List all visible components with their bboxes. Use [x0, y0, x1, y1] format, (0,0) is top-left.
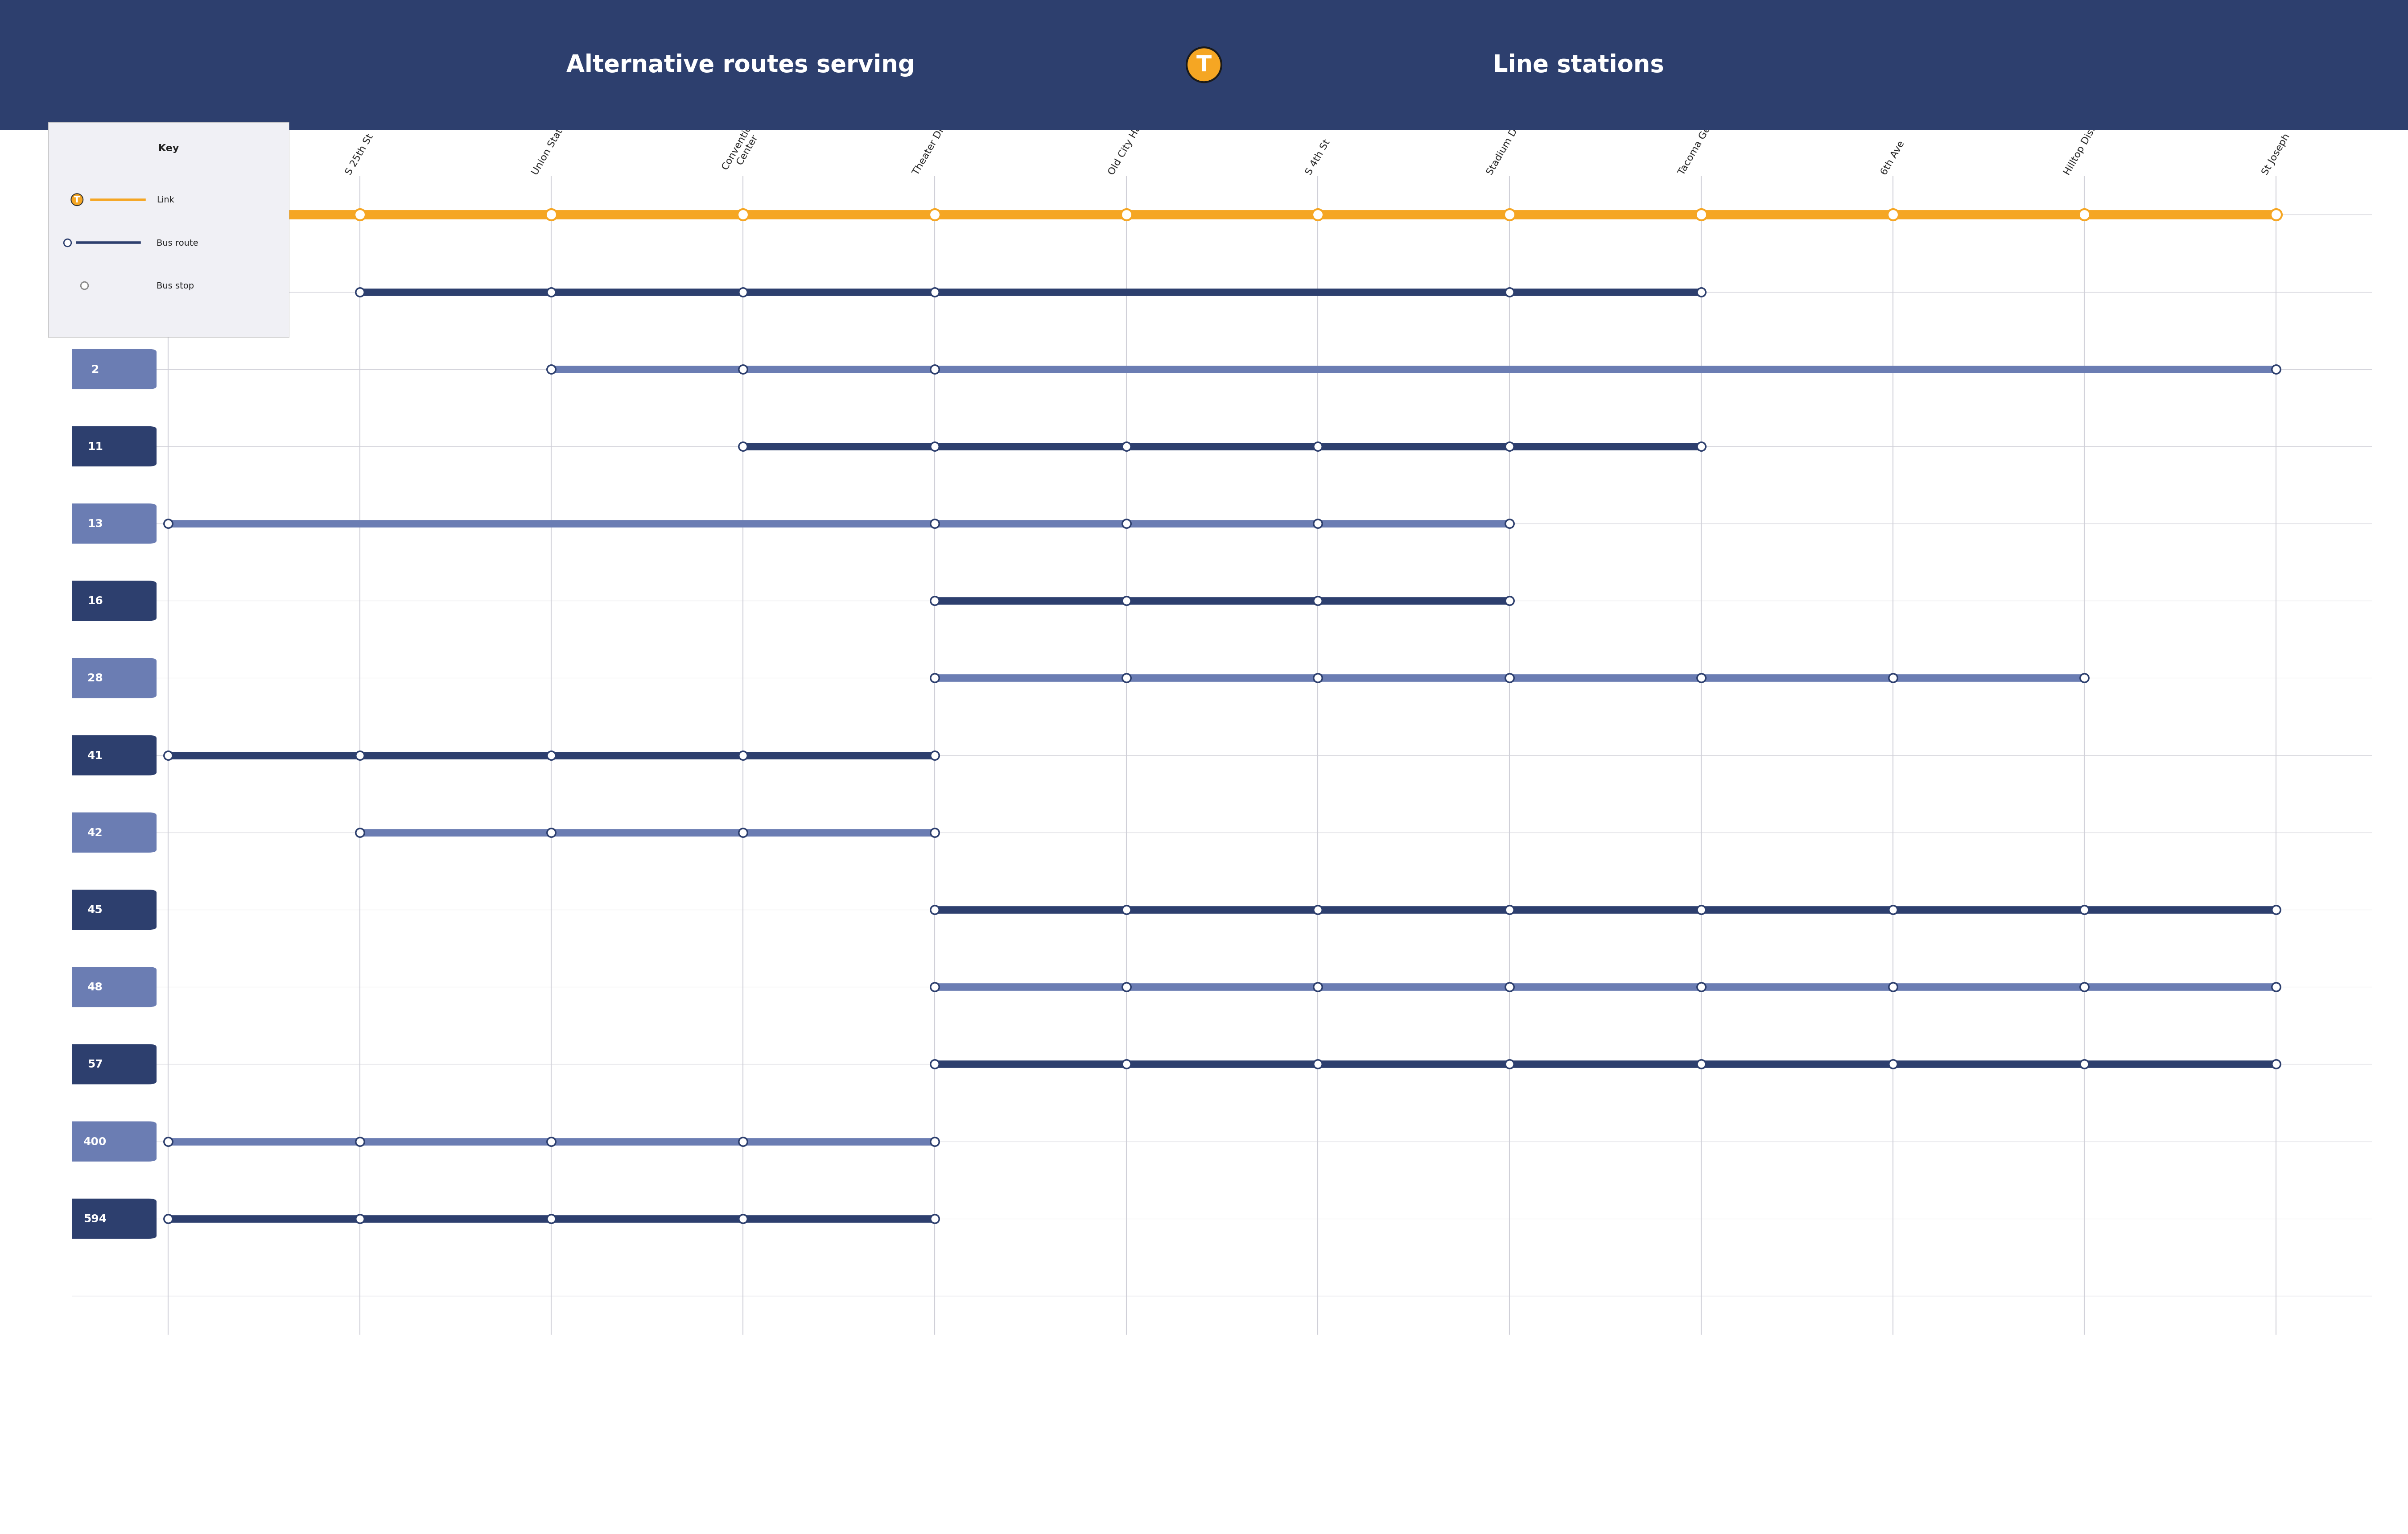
Text: 41: 41: [87, 750, 104, 761]
Bar: [77, 207, 116, 222]
Text: Bus stop: Bus stop: [157, 282, 195, 290]
Text: 594: 594: [84, 1213, 106, 1224]
Text: Tacoma Dome: Tacoma Dome: [147, 110, 190, 176]
Text: Union Station: Union Station: [530, 114, 573, 176]
Text: S 25th St: S 25th St: [344, 132, 376, 176]
Text: Alternative routes serving: Alternative routes serving: [566, 54, 915, 77]
FancyBboxPatch shape: [34, 658, 157, 698]
FancyBboxPatch shape: [34, 1198, 157, 1239]
Text: 16: 16: [87, 595, 104, 606]
Text: Hilltop District: Hilltop District: [2064, 110, 2107, 176]
Text: Link: Link: [157, 196, 173, 204]
Text: Tacoma General: Tacoma General: [1678, 103, 1724, 176]
Text: 28: 28: [87, 673, 104, 684]
Text: 42: 42: [87, 827, 104, 838]
Text: 11: 11: [87, 442, 104, 453]
FancyBboxPatch shape: [34, 272, 157, 313]
Text: 45: 45: [87, 905, 104, 916]
Text: Bus route: Bus route: [157, 239, 197, 247]
Circle shape: [41, 193, 149, 236]
FancyBboxPatch shape: [34, 890, 157, 930]
FancyBboxPatch shape: [34, 1121, 157, 1161]
Text: T: T: [1197, 55, 1211, 75]
Text: Stadium District: Stadium District: [1486, 103, 1534, 176]
Text: Key: Key: [159, 144, 178, 153]
Text: Theater District: Theater District: [910, 104, 958, 176]
Text: 6th Ave: 6th Ave: [1881, 140, 1907, 176]
FancyBboxPatch shape: [34, 350, 157, 390]
FancyBboxPatch shape: [34, 735, 157, 776]
Text: Convention
Center: Convention Center: [720, 118, 766, 176]
Text: 57: 57: [87, 1058, 104, 1069]
Text: T: T: [92, 209, 99, 221]
Text: 13: 13: [87, 518, 104, 529]
Text: Old City Hall: Old City Hall: [1108, 118, 1146, 176]
Text: Line stations: Line stations: [1493, 54, 1664, 77]
Text: 1: 1: [92, 287, 99, 298]
FancyBboxPatch shape: [34, 581, 157, 621]
FancyBboxPatch shape: [34, 1045, 157, 1085]
FancyBboxPatch shape: [34, 503, 157, 545]
Text: St Joseph: St Joseph: [2261, 132, 2292, 176]
Text: 400: 400: [84, 1137, 106, 1147]
Text: S 4th St: S 4th St: [1305, 138, 1332, 176]
FancyBboxPatch shape: [34, 813, 157, 853]
Text: 48: 48: [87, 982, 104, 992]
FancyBboxPatch shape: [34, 426, 157, 466]
Text: T: T: [75, 196, 79, 204]
FancyBboxPatch shape: [34, 966, 157, 1008]
Text: T: T: [1197, 55, 1211, 75]
Text: 2: 2: [92, 364, 99, 374]
